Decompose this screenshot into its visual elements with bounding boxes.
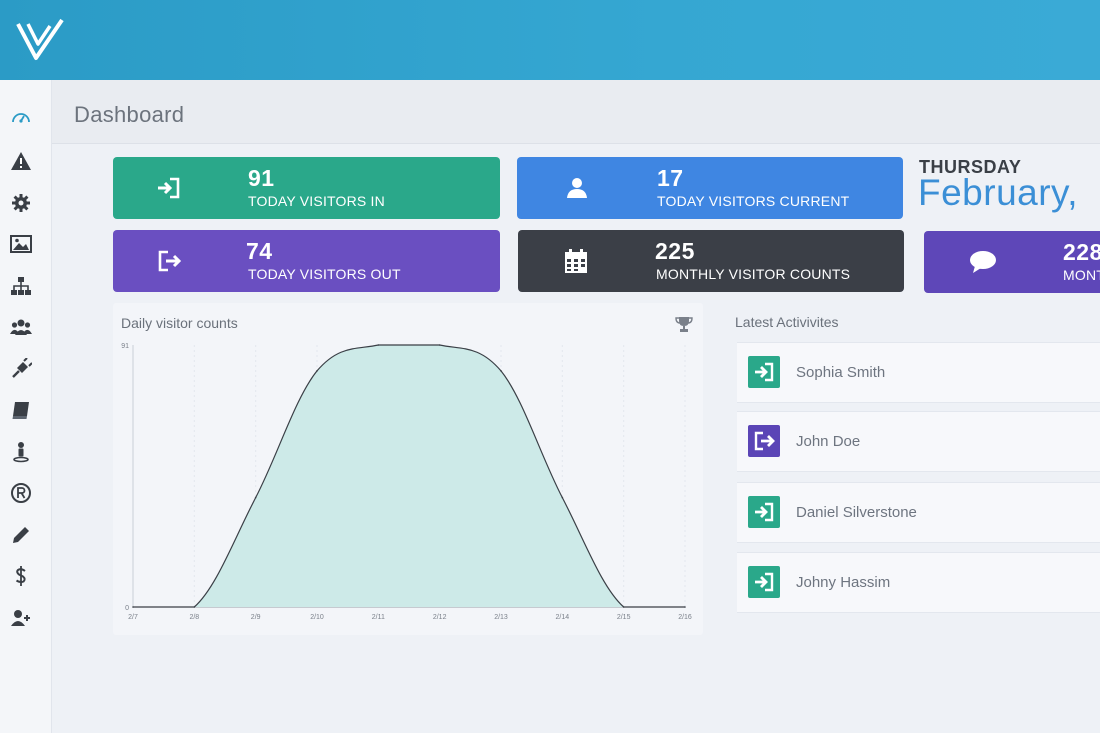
dollar-icon[interactable] — [9, 564, 33, 588]
app-logo[interactable] — [16, 18, 64, 62]
users-icon[interactable] — [9, 315, 33, 339]
visitors-out-card[interactable]: 74 TODAY VISITORS OUT — [113, 230, 500, 292]
activity-item[interactable]: Daniel Silverstone — [737, 482, 1100, 543]
data-point — [500, 370, 502, 372]
activity-name: Johny Hassim — [796, 574, 891, 591]
monthly-visitors-label: MONTHLY VISITOR COUNTS — [656, 266, 851, 282]
sidebar — [0, 80, 52, 733]
current-day: THURSDAY — [919, 157, 1022, 177]
data-point — [377, 344, 380, 346]
x-tick-label: 2/16 — [678, 614, 692, 621]
sign-in-icon — [748, 566, 780, 598]
monthly-messages-label: MONT — [1063, 267, 1100, 283]
x-tick-label: 2/14 — [556, 614, 570, 621]
activity-name: Daniel Silverstone — [796, 504, 917, 521]
x-tick-label: 2/7 — [128, 614, 138, 621]
y-tick-label: 0 — [125, 605, 129, 612]
person-pin-icon[interactable] — [9, 440, 33, 464]
x-tick-label: 2/15 — [617, 614, 631, 621]
activity-item[interactable]: Johny Hassim — [737, 552, 1100, 613]
y-tick-label: 91 — [121, 343, 129, 350]
top-bar — [0, 0, 1100, 80]
activity-item[interactable]: John Doe — [737, 411, 1100, 472]
pencil-icon[interactable] — [9, 523, 33, 547]
chart-title: Daily visitor counts — [121, 315, 238, 331]
user-icon — [561, 173, 593, 203]
calendar-icon — [560, 246, 592, 276]
x-tick-label: 2/12 — [433, 614, 447, 621]
warning-icon[interactable] — [9, 149, 33, 173]
data-point — [254, 496, 257, 499]
monthly-messages-value: 228 — [1063, 239, 1100, 265]
sign-out-icon — [153, 246, 185, 276]
add-user-icon[interactable] — [9, 606, 33, 630]
data-point — [132, 606, 134, 608]
monthly-visitors-value: 225 — [655, 238, 695, 264]
visitors-current-card[interactable]: 17 TODAY VISITORS CURRENT — [517, 157, 903, 219]
visitors-in-label: TODAY VISITORS IN — [248, 193, 385, 209]
data-point — [316, 370, 318, 372]
monthly-visitors-card[interactable]: 225 MONTHLY VISITOR COUNTS — [518, 230, 904, 292]
data-point — [438, 344, 441, 346]
monthly-messages-card[interactable]: 228 MONT — [924, 231, 1100, 293]
dashboard-gauge-icon[interactable] — [9, 106, 33, 130]
visitors-in-card[interactable]: 91 TODAY VISITORS IN — [113, 157, 500, 219]
trophy-icon[interactable] — [675, 315, 693, 333]
sign-in-icon — [748, 356, 780, 388]
x-tick-label: 2/8 — [189, 614, 199, 621]
page-header: Dashboard — [52, 80, 1100, 144]
daily-visitor-chart-panel: Daily visitor counts 2/7 2/8 2/9 2/10 2/11 2/… — [113, 303, 703, 635]
sign-in-icon — [748, 496, 780, 528]
series-area — [133, 345, 685, 607]
visitors-current-value: 17 — [657, 165, 684, 191]
sign-out-icon — [748, 425, 780, 457]
activities-title: Latest Activivites — [735, 314, 839, 330]
visitors-in-value: 91 — [248, 165, 275, 191]
visitors-current-label: TODAY VISITORS CURRENT — [657, 193, 850, 209]
chat-bubble-icon — [967, 247, 999, 277]
data-point — [561, 496, 564, 499]
x-tick-label: 2/9 — [251, 614, 261, 621]
plug-icon[interactable] — [9, 357, 33, 381]
sitemap-icon[interactable] — [9, 274, 33, 298]
x-tick-label: 2/13 — [494, 614, 508, 621]
sign-in-icon — [153, 173, 185, 203]
activity-item[interactable]: Sophia Smith — [737, 342, 1100, 403]
activity-name: Sophia Smith — [796, 364, 886, 381]
x-tick-label: 2/10 — [310, 614, 324, 621]
data-point — [684, 606, 686, 608]
page-title: Dashboard — [74, 102, 185, 127]
book-icon[interactable] — [9, 398, 33, 422]
visitors-out-value: 74 — [246, 238, 273, 264]
gear-icon[interactable] — [9, 191, 33, 215]
data-point — [622, 606, 625, 608]
registered-icon[interactable] — [9, 481, 33, 505]
series-line — [133, 344, 685, 608]
daily-visitor-chart: 2/7 2/8 2/9 2/10 2/11 2/12 2/13 2/14 2/15 2/16 0 91 — [121, 343, 692, 621]
image-icon[interactable] — [9, 232, 33, 256]
visitors-out-label: TODAY VISITORS OUT — [248, 266, 401, 282]
x-tick-label: 2/11 — [372, 614, 385, 621]
current-date: February, — [918, 172, 1079, 213]
activity-name: John Doe — [796, 433, 861, 450]
data-point — [193, 606, 196, 608]
